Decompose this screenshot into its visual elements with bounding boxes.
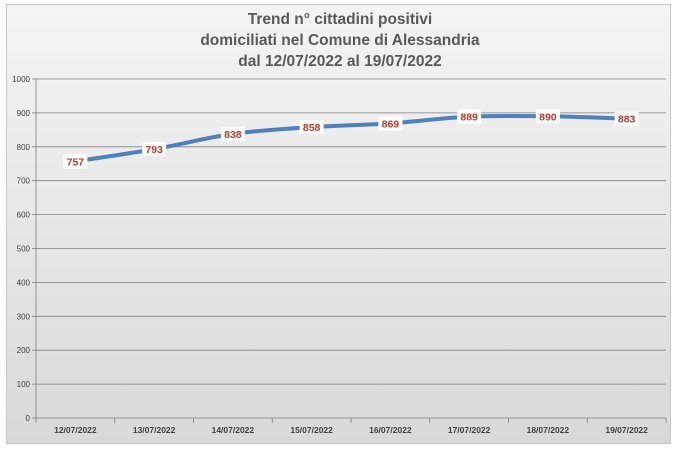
data-label-bg-1 <box>142 142 167 157</box>
data-label-7: 883 <box>618 114 636 126</box>
data-label-bg-7 <box>614 111 639 126</box>
gridlines <box>36 78 666 419</box>
x-tick-label-0: 12/07/2022 <box>54 425 97 435</box>
data-label-bg-3 <box>299 120 324 135</box>
x-axis: 12/07/2022 13/07/2022 14/07/2022 15/07/2022… <box>35 418 667 435</box>
data-labels: 757 793 838 858 869 889 890 883 <box>63 109 639 169</box>
data-label-1: 793 <box>145 144 163 156</box>
chart-area <box>6 4 671 444</box>
y-tick-label-0: 0 <box>26 414 31 423</box>
chart-title-line-3: dal 12/07/2022 al 19/07/2022 <box>238 53 442 70</box>
data-label-2: 838 <box>224 129 242 141</box>
y-tick-label-1000: 1000 <box>12 75 30 84</box>
x-tick-label-4: 16/07/2022 <box>369 425 412 435</box>
y-axis: 0 100 200 300 400 500 600 700 800 900 1000 <box>12 75 37 423</box>
y-tick-label-800: 800 <box>17 143 31 152</box>
data-label-bg-4 <box>378 116 403 131</box>
y-tick-label-600: 600 <box>17 211 31 220</box>
y-tick-label-700: 700 <box>17 177 31 186</box>
y-tick-label-200: 200 <box>17 346 31 355</box>
x-tick-label-5: 17/07/2022 <box>448 425 491 435</box>
data-label-3: 858 <box>303 122 321 134</box>
x-tick-label-2: 14/07/2022 <box>212 425 255 435</box>
data-label-6: 890 <box>539 111 557 123</box>
data-label-bg-0 <box>63 154 88 169</box>
y-tick-label-300: 300 <box>17 312 31 321</box>
chart-title-line-1: Trend n° cittadini positivi <box>247 11 433 28</box>
y-tick-label-900: 900 <box>17 109 31 118</box>
data-label-5: 889 <box>460 112 478 124</box>
data-label-bg-5 <box>457 109 482 124</box>
y-tick-label-400: 400 <box>17 278 31 287</box>
data-label-0: 757 <box>67 156 85 168</box>
y-tick-label-100: 100 <box>17 380 31 389</box>
data-label-4: 869 <box>382 118 400 130</box>
x-tick-label-7: 19/07/2022 <box>605 425 648 435</box>
chart-title-line-2: domiciliati nel Comune di Alessandria <box>200 32 480 49</box>
data-label-bg-2 <box>220 126 245 141</box>
x-tick-label-6: 18/07/2022 <box>527 425 570 435</box>
data-label-bg-6 <box>535 109 560 124</box>
x-tick-label-1: 13/07/2022 <box>133 425 176 435</box>
chart-title: Trend n° cittadini positivi domiciliati … <box>0 9 680 72</box>
x-tick-label-3: 15/07/2022 <box>290 425 333 435</box>
y-tick-label-500: 500 <box>17 245 31 254</box>
